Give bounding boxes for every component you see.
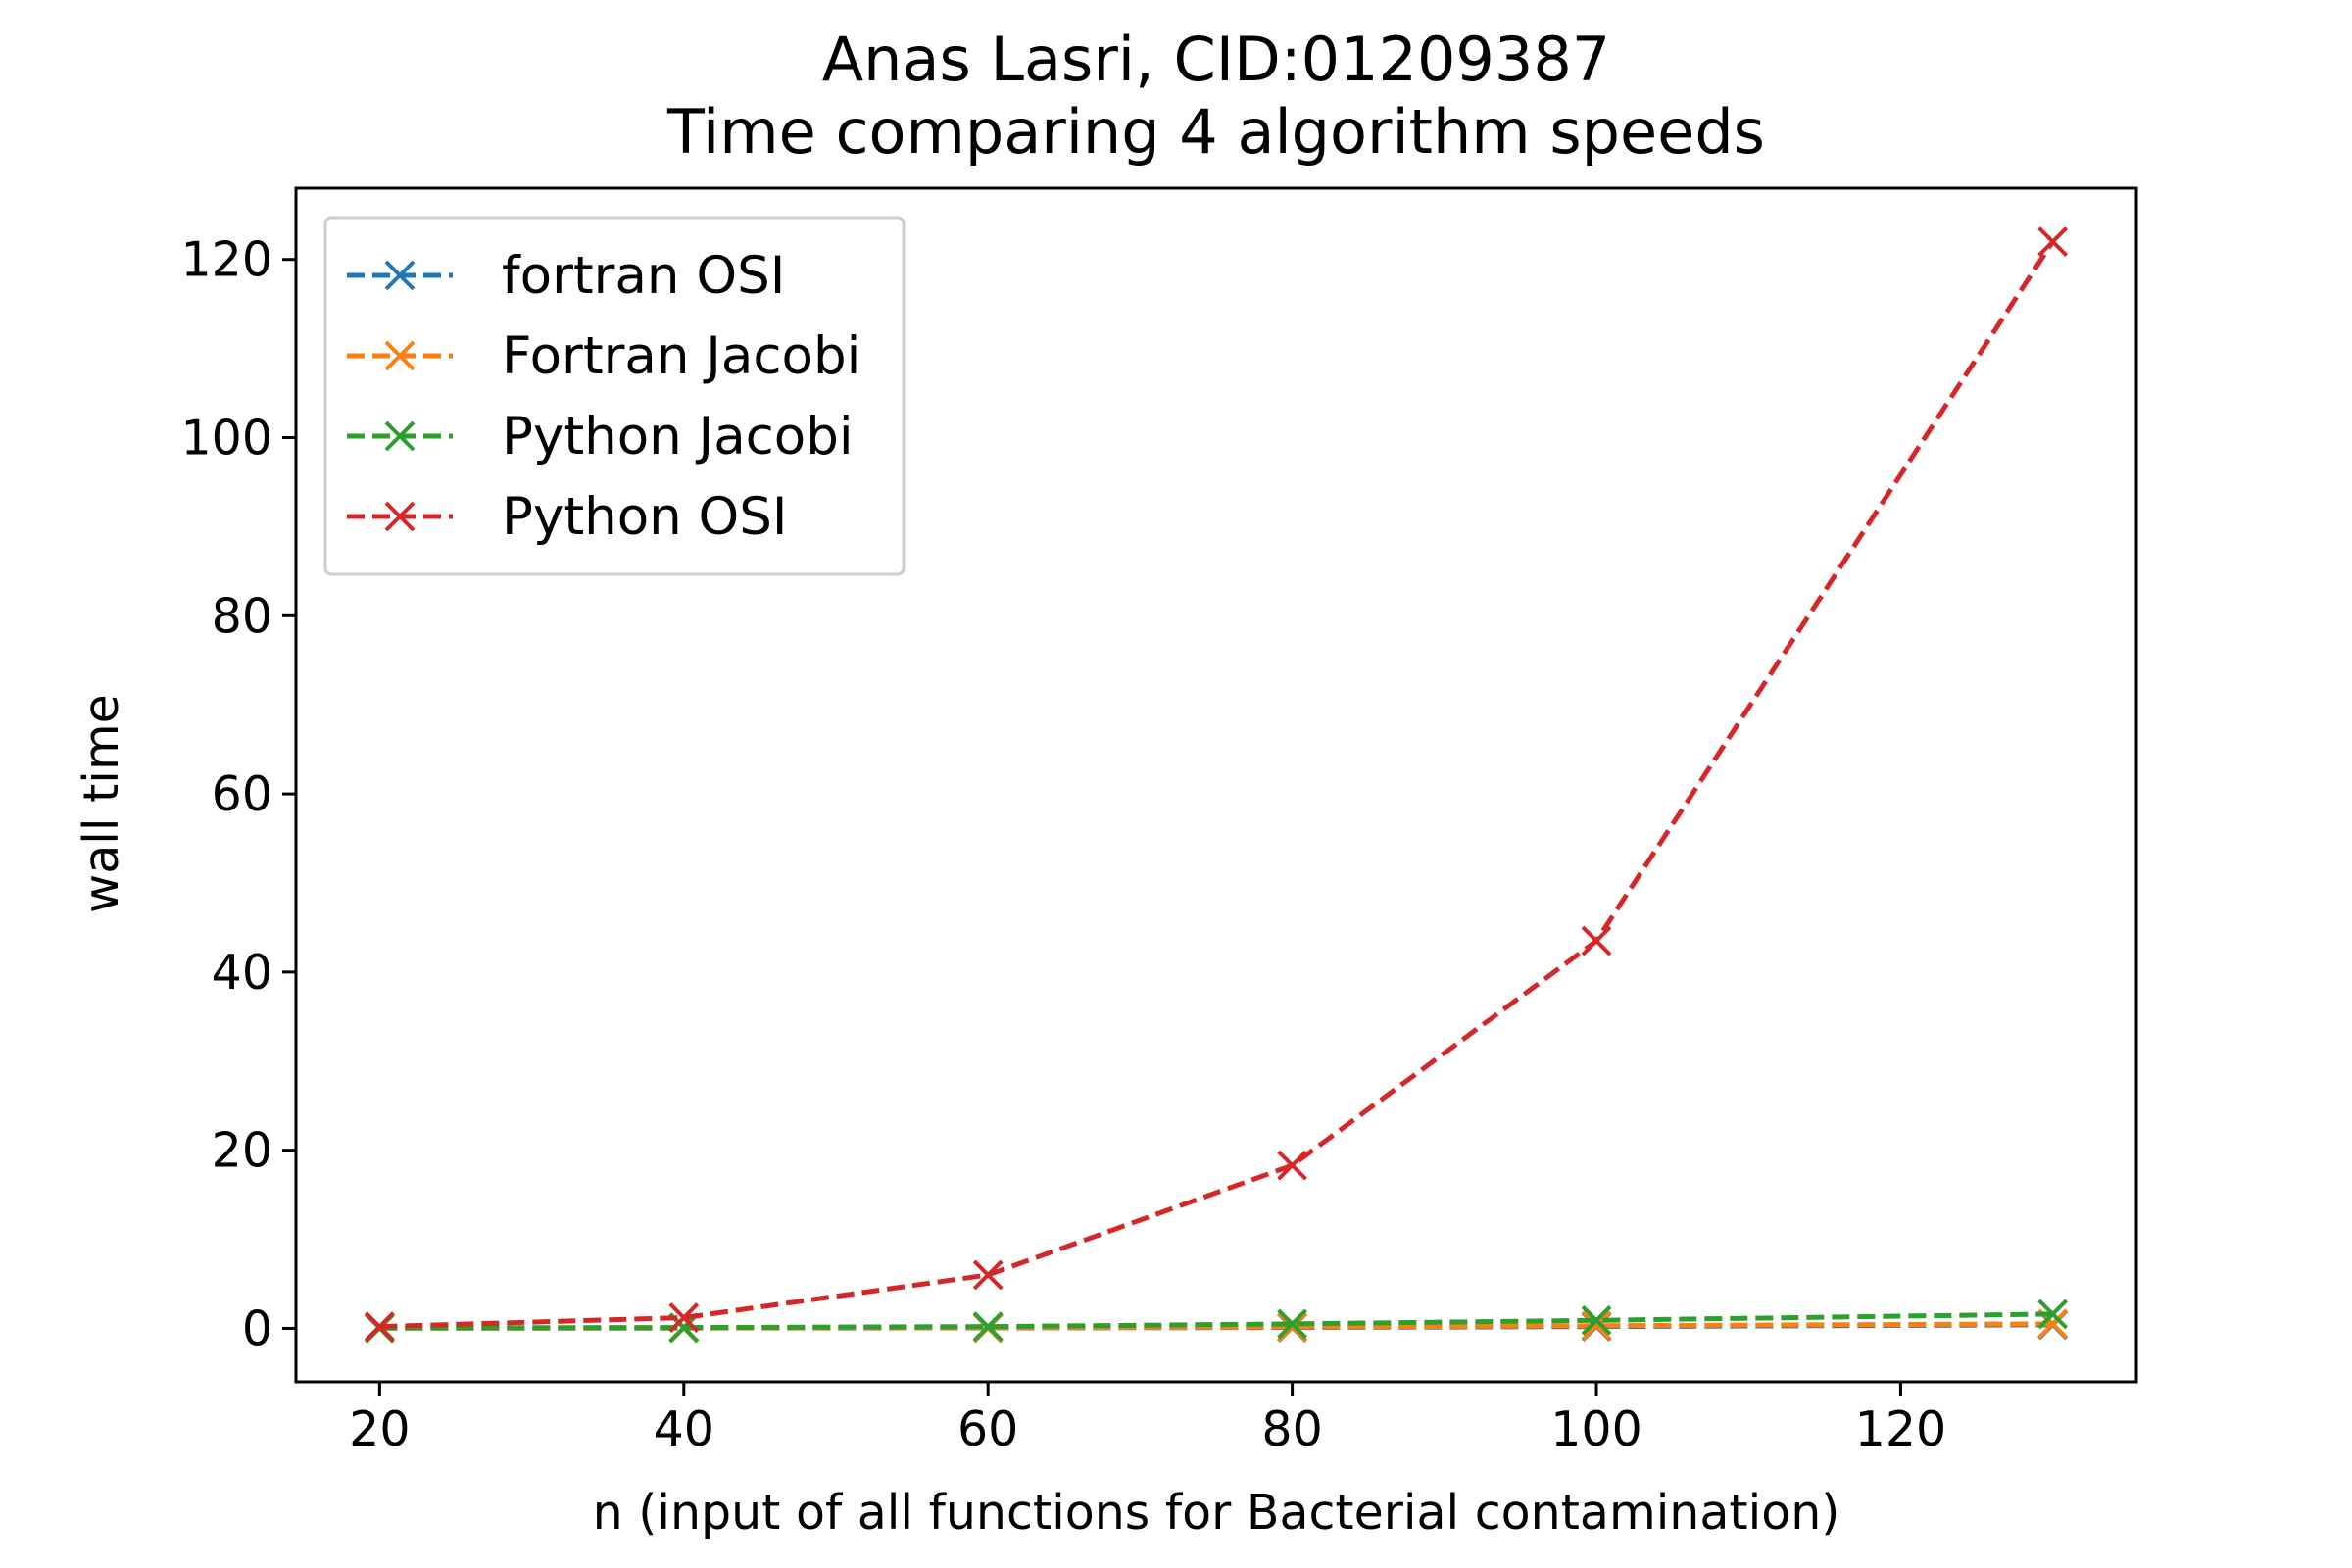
plot-area: 20 40 60 80 100 120 0 20 40 60 80 100 120 [180, 186, 2138, 1457]
data-point [1581, 1304, 1612, 1336]
data-point [1277, 1308, 1308, 1340]
y-tick-label: 80 [212, 588, 272, 644]
legend-label: Python OSI [502, 487, 788, 547]
y-tick-label: 60 [212, 766, 272, 822]
legend-label: fortran OSI [502, 246, 785, 306]
legend-marker [384, 260, 416, 291]
data-point [1277, 1150, 1308, 1181]
data-point [972, 1259, 1004, 1291]
x-tick-label: 40 [654, 1401, 714, 1457]
legend-marker [384, 420, 416, 452]
legend: fortran OSI Fortran Jacobi Python Jacobi Py… [323, 216, 906, 576]
series-line [379, 1311, 2053, 1331]
y-tick-label: 0 [242, 1300, 272, 1356]
x-tick-label: 100 [1550, 1401, 1642, 1457]
legend-item: Python OSI [347, 487, 788, 547]
data-point [364, 1311, 395, 1343]
series-3 [364, 226, 2069, 1343]
series-line [379, 1322, 2053, 1331]
legend-marker [384, 501, 416, 532]
data-point [972, 1311, 1004, 1343]
legend-item: Python Jacobi [347, 407, 854, 466]
legend-label: Fortran Jacobi [502, 326, 860, 386]
y-axis-label: wall time [74, 694, 129, 913]
data-point [1277, 1311, 1308, 1343]
legend-box [323, 216, 906, 576]
data-point [668, 1302, 700, 1333]
legend-label: Python Jacobi [502, 407, 854, 466]
data-point [1581, 1310, 1612, 1342]
y-tick-label: 100 [180, 411, 272, 466]
series-line [379, 240, 2055, 1330]
y-tick-label: 20 [212, 1123, 272, 1179]
legend-item: Fortran Jacobi [347, 326, 860, 386]
chart-subtitle: Time comparing 4 algorithm speeds [666, 96, 1765, 168]
legend-item: fortran OSI [347, 246, 785, 306]
data-point [2037, 226, 2069, 257]
x-axis-label: n (input of all functions for Bacterial … [593, 1485, 1840, 1541]
x-tick-label: 80 [1261, 1401, 1322, 1457]
y-tick-label: 40 [212, 945, 272, 1001]
data-point [1581, 925, 1612, 956]
series-line [379, 1321, 2053, 1331]
x-tick-label: 60 [957, 1401, 1018, 1457]
legend-marker [384, 340, 416, 371]
x-tick-label: 120 [1855, 1401, 1947, 1457]
y-tick-label: 120 [180, 232, 272, 288]
axes-frame [294, 186, 2138, 1384]
data-point [2037, 1298, 2069, 1330]
x-tick-label: 20 [349, 1401, 410, 1457]
chart-title: Anas Lasri, CID:01209387 [822, 24, 1610, 95]
